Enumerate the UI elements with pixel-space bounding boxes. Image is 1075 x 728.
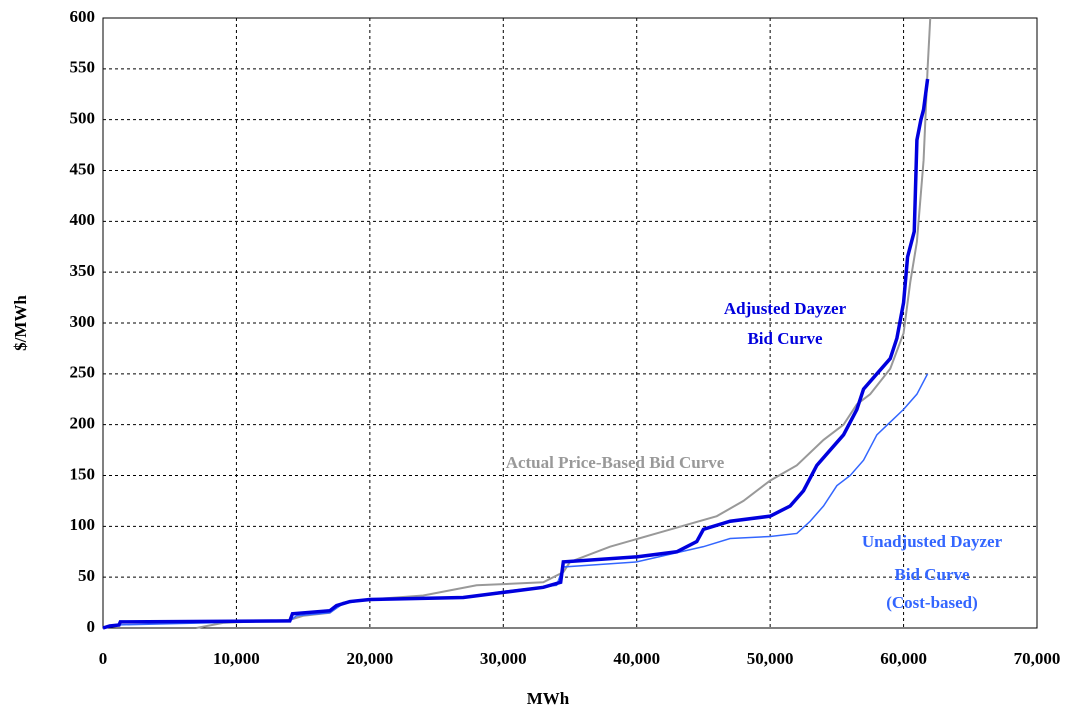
y-tick-label: 0 [87,617,96,636]
y-tick-label: 150 [70,464,96,483]
annotation: Bid Curve [747,329,823,348]
x-tick-label: 30,000 [480,649,527,668]
annotation: (Cost-based) [886,593,978,612]
y-tick-label: 200 [70,414,96,433]
x-tick-label: 0 [99,649,108,668]
y-tick-label: 50 [78,566,95,585]
y-tick-label: 250 [70,363,96,382]
y-tick-label: 400 [70,210,96,229]
annotation: Actual Price-Based Bid Curve [506,453,725,472]
x-tick-label: 60,000 [880,649,927,668]
x-tick-label: 50,000 [747,649,794,668]
annotation: Unadjusted Dayzer [862,532,1003,551]
y-tick-label: 350 [70,261,96,280]
annotation: Adjusted Dayzer [724,299,847,318]
y-tick-label: 100 [70,515,96,534]
x-tick-label: 40,000 [613,649,660,668]
y-tick-label: 550 [70,58,96,77]
series-line [196,17,932,629]
y-axis-label: $/MWh [11,295,30,351]
series-line [102,373,929,629]
plot-frame [102,17,1038,629]
y-tick-label: 300 [70,312,96,331]
x-tick-label: 20,000 [346,649,393,668]
y-tick-label: 450 [70,159,96,178]
x-tick-label: 10,000 [213,649,260,668]
x-axis-label: MWh [527,689,570,708]
y-tick-label: 600 [70,7,96,26]
x-tick-label: 70,000 [1014,649,1061,668]
series-line [102,78,930,630]
annotation: Bid Curve [894,565,970,584]
y-tick-label: 500 [70,109,96,128]
